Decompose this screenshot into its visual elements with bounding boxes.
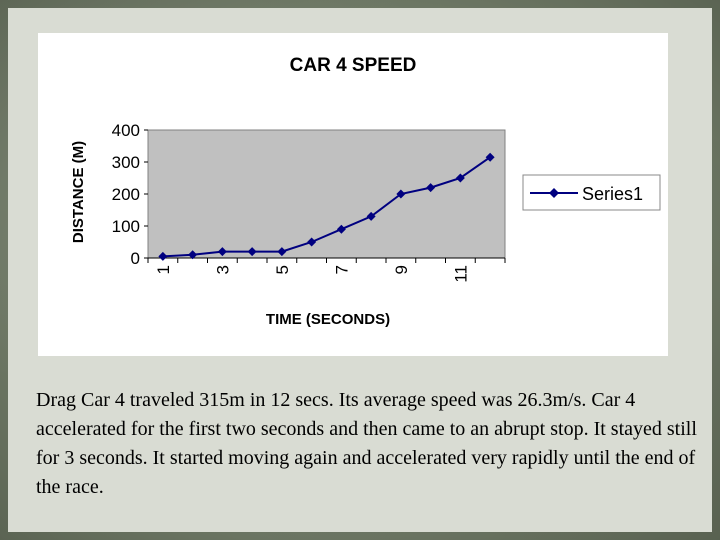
data-point xyxy=(188,250,198,260)
data-point xyxy=(217,247,227,257)
data-point xyxy=(485,152,495,162)
y-tick-label: 300 xyxy=(112,153,140,172)
data-point xyxy=(336,224,346,234)
legend: Series1 xyxy=(522,174,661,211)
x-tick-label: 3 xyxy=(213,265,232,274)
caption-text: Drag Car 4 traveled 315m in 12 secs. Its… xyxy=(36,389,697,498)
data-point xyxy=(396,189,406,199)
data-point xyxy=(426,183,436,193)
x-tick-label: 7 xyxy=(332,265,351,274)
x-tick-label: 1 xyxy=(154,265,173,274)
y-axis-label: DISTANCE (M) xyxy=(70,141,87,243)
chart: CAR 4 SPEED DISTANCE (M) TIME (SECONDS) … xyxy=(70,55,661,328)
legend-label: Series1 xyxy=(582,184,643,204)
data-point xyxy=(158,251,168,261)
series-line xyxy=(162,156,491,258)
data-point xyxy=(455,173,465,183)
chart-title: CAR 4 SPEED xyxy=(290,55,417,76)
y-tick-label: 400 xyxy=(112,121,140,140)
data-point xyxy=(307,237,317,247)
chart-panel: CAR 4 SPEED DISTANCE (M) TIME (SECONDS) … xyxy=(38,33,668,356)
data-point xyxy=(366,211,376,221)
y-tick-label: 100 xyxy=(112,217,140,236)
data-point xyxy=(247,247,257,257)
y-tick-label: 200 xyxy=(112,185,140,204)
x-tick-label: 5 xyxy=(273,265,292,274)
data-point xyxy=(277,247,287,257)
x-tick-label: 11 xyxy=(451,265,470,283)
x-tick-label: 9 xyxy=(392,265,411,274)
legend-marker xyxy=(549,188,559,198)
x-axis-label: TIME (SECONDS) xyxy=(266,311,390,328)
plot-area xyxy=(147,129,506,259)
y-tick-label: 0 xyxy=(131,249,140,268)
